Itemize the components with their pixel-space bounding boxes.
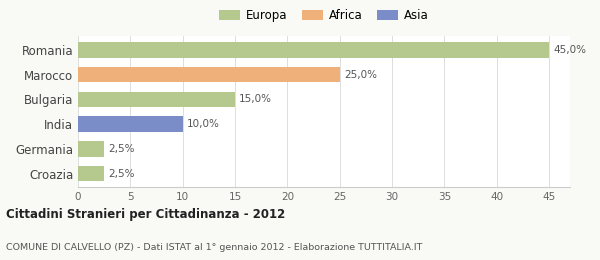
Bar (78, 67, 340, 82)
Text: 45,0%: 45,0% (553, 45, 586, 55)
Bar (78, 166, 104, 181)
Bar (78, 116, 182, 132)
Bar (78, 92, 235, 107)
Text: 25,0%: 25,0% (344, 70, 377, 80)
Text: 15,0%: 15,0% (239, 94, 272, 105)
Bar (78, 141, 104, 157)
Text: 2,5%: 2,5% (109, 168, 135, 179)
Text: COMUNE DI CALVELLO (PZ) - Dati ISTAT al 1° gennaio 2012 - Elaborazione TUTTITALI: COMUNE DI CALVELLO (PZ) - Dati ISTAT al … (6, 243, 422, 252)
Legend: Europa, Africa, Asia: Europa, Africa, Asia (217, 7, 431, 24)
Text: 10,0%: 10,0% (187, 119, 220, 129)
Text: 2,5%: 2,5% (109, 144, 135, 154)
Text: Cittadini Stranieri per Cittadinanza - 2012: Cittadini Stranieri per Cittadinanza - 2… (6, 209, 285, 222)
Bar (78, 42, 549, 58)
